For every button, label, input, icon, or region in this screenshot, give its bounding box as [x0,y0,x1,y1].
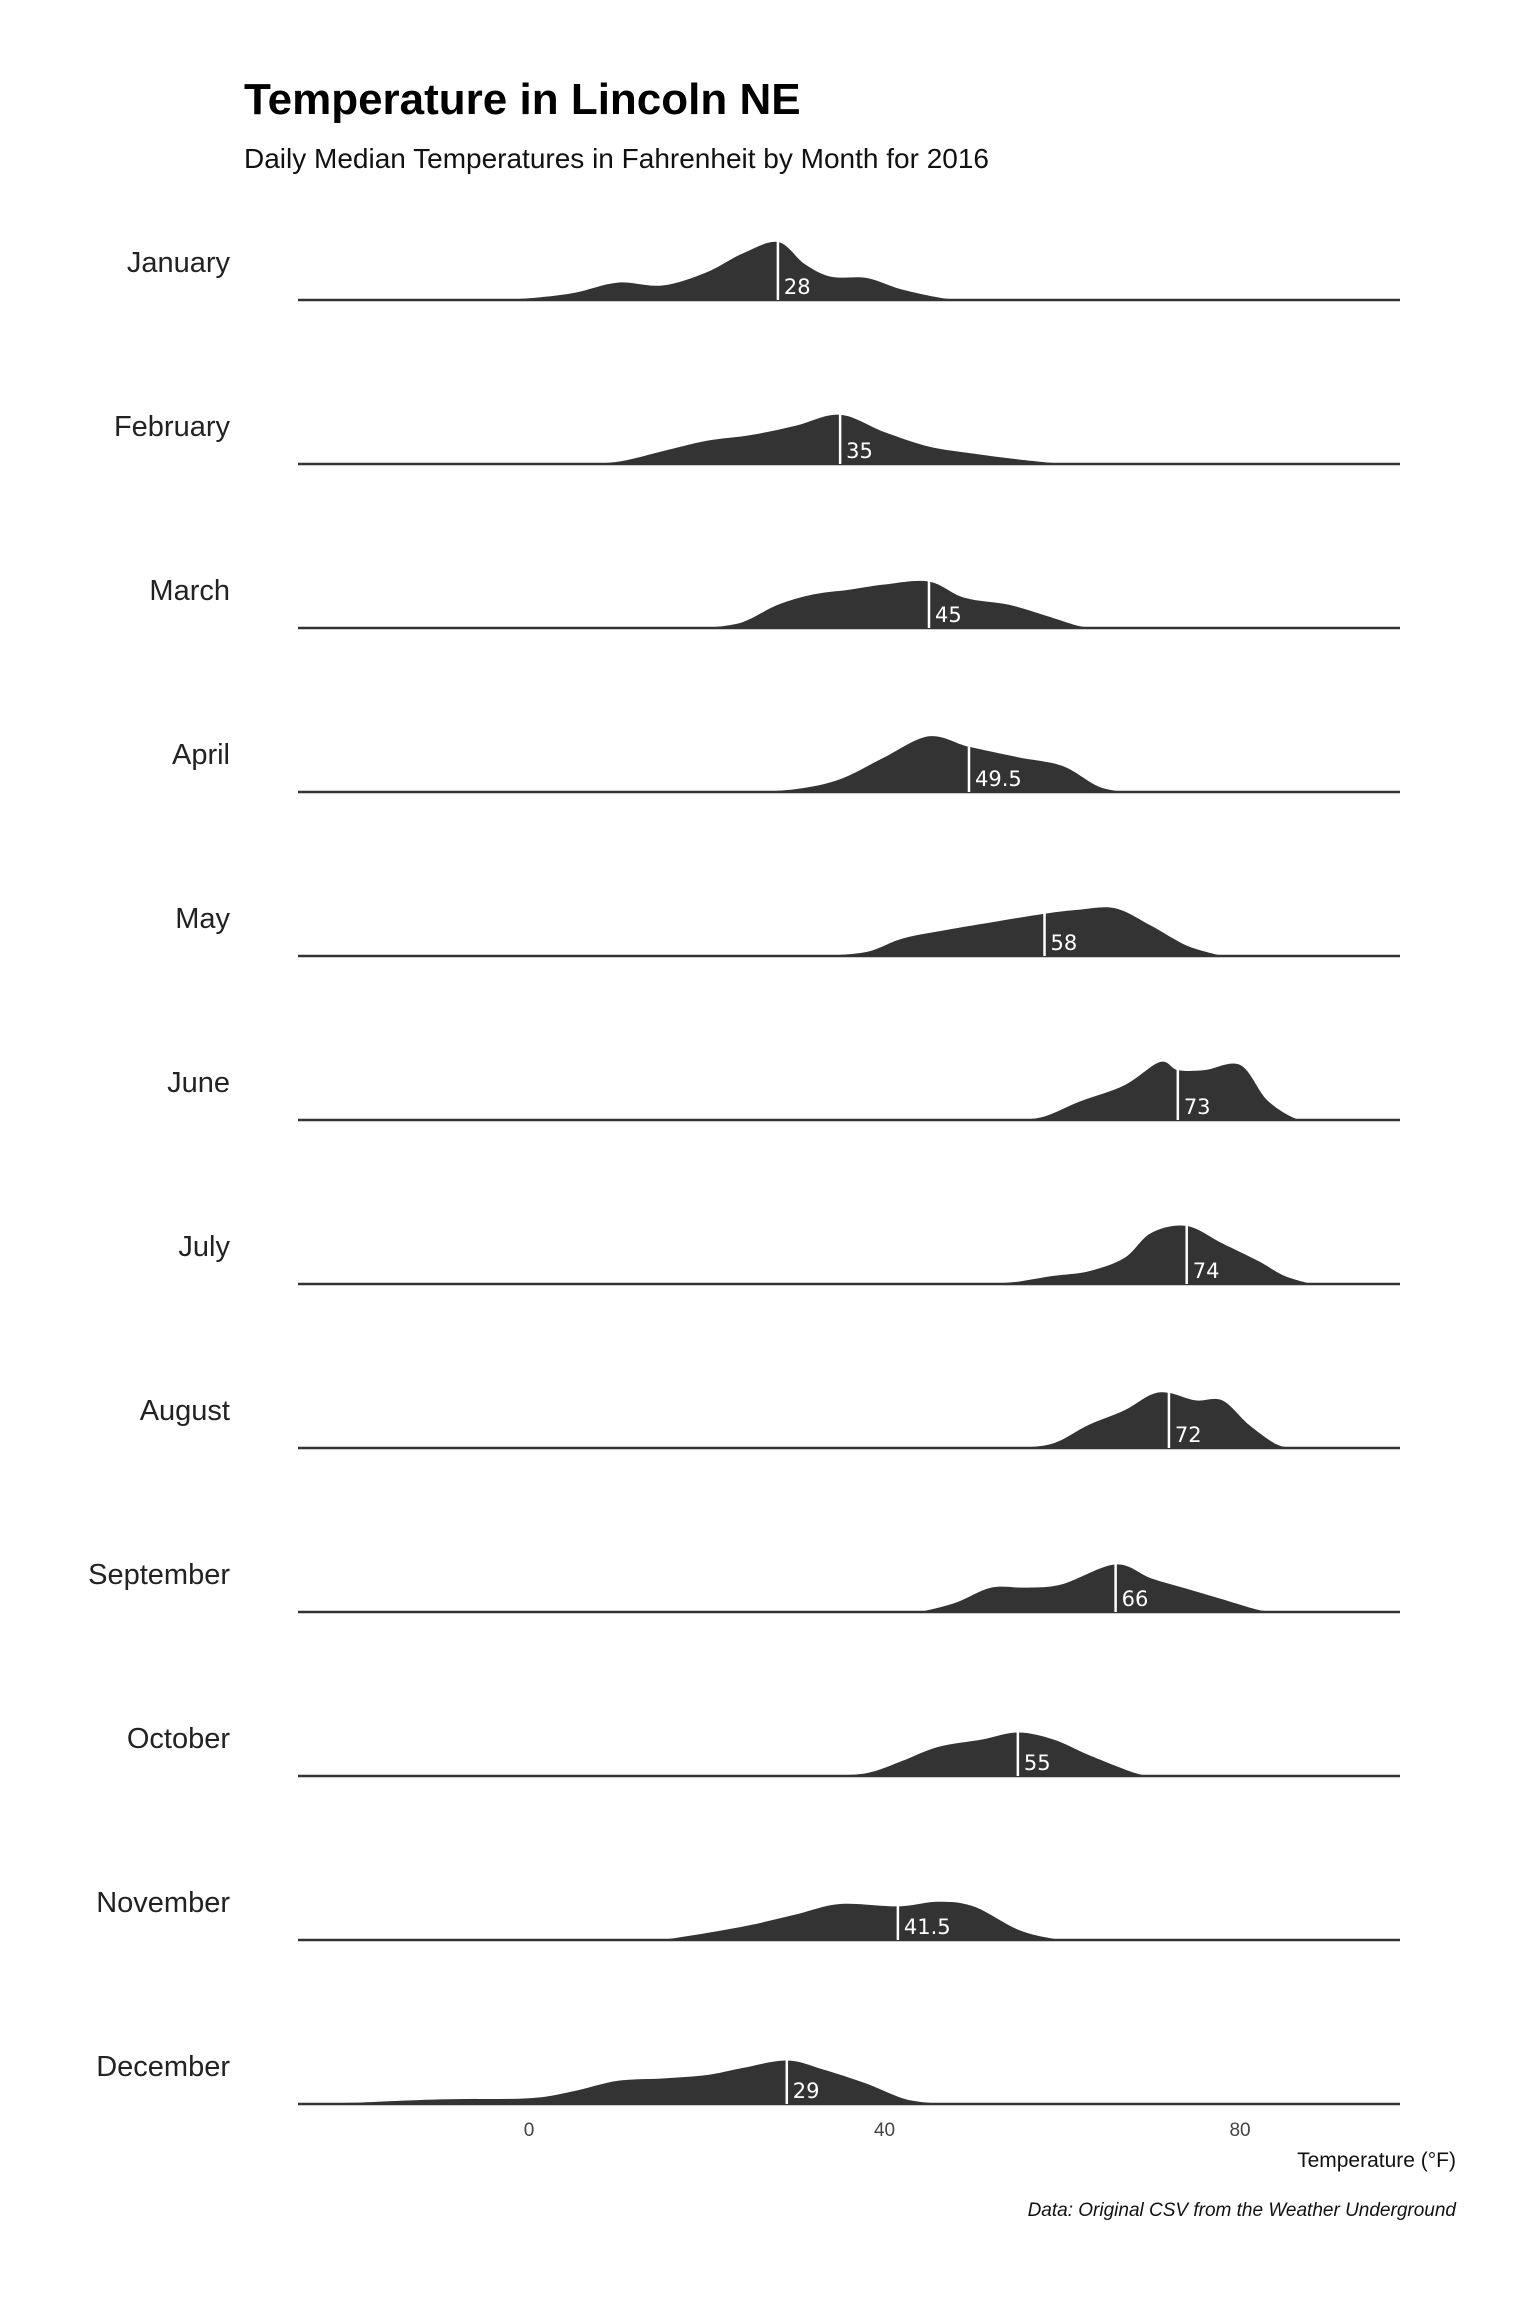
ridge-october: October 55 [127,1723,1400,1778]
chart-subtitle: Daily Median Temperatures in Fahrenheit … [244,143,989,174]
ridge-january: January 28 [127,240,1400,302]
density-area-march [706,580,1098,628]
month-label-december: December [96,2051,230,2083]
x-tick-label-40: 40 [874,2120,895,2141]
ridge-december: December 29 [96,2051,1400,2106]
density-area-november [662,1901,1072,1941]
median-label-september: 66 [1122,1587,1149,1611]
median-label-may: 58 [1051,931,1078,955]
chart-caption: Data: Original CSV from the Weather Unde… [1028,2200,1458,2221]
month-label-january: January [127,247,231,279]
ridge-march: March 45 [149,575,1400,630]
density-area-august [1017,1392,1294,1448]
ridges-group: January 28 February 35 March 45 April 49.5 May 58… [88,240,1400,2106]
density-area-october [822,1732,1152,1776]
median-label-february: 35 [846,439,873,463]
ridge-june: June 73 [167,1061,1400,1122]
density-area-april [751,736,1125,792]
x-tick-label-0: 0 [524,2120,535,2141]
density-area-february [573,414,1063,464]
month-label-august: August [140,1395,230,1427]
density-area-january [493,241,974,301]
month-label-february: February [114,411,231,443]
month-label-october: October [127,1723,230,1755]
x-axis-label: Temperature (°F) [1297,2149,1456,2172]
ridge-july: July 74 [178,1224,1400,1286]
density-area-june [1017,1061,1312,1120]
density-area-september [920,1564,1276,1612]
median-label-august: 72 [1175,1423,1202,1447]
median-label-january: 28 [784,275,811,299]
median-label-july: 74 [1193,1259,1220,1283]
x-tick-label-80: 80 [1229,2120,1250,2141]
median-label-june: 73 [1184,1095,1211,1119]
month-label-march: March [149,575,230,607]
ridge-september: September 66 [88,1559,1400,1614]
median-label-december: 29 [793,2079,820,2103]
x-axis-ticks: 0 40 80 [524,2120,1251,2141]
month-label-june: June [167,1067,230,1099]
month-label-september: September [88,1559,230,1591]
ridge-november: November 41.5 [96,1887,1400,1942]
ridge-may: May 58 [175,903,1400,958]
chart-title: Temperature in Lincoln NE [244,75,801,124]
median-label-october: 55 [1024,1751,1051,1775]
month-label-may: May [175,903,230,935]
month-label-november: November [96,1887,230,1919]
month-label-april: April [172,739,230,771]
median-label-march: 45 [935,603,962,627]
month-label-july: July [178,1231,230,1263]
ridge-february: February 35 [114,411,1400,466]
ridge-april: April 49.5 [172,736,1400,794]
density-area-december [298,2060,947,2104]
median-label-april: 49.5 [975,767,1022,791]
median-label-november: 41.5 [904,1915,951,1939]
density-area-july [991,1225,1312,1284]
ridge-august: August 72 [140,1390,1400,1450]
density-area-may [822,907,1223,956]
